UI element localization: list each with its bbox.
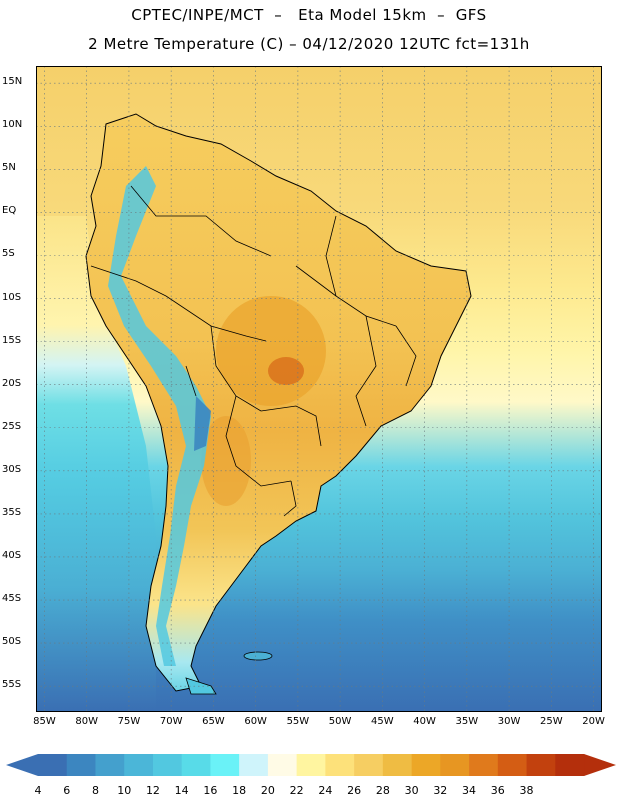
lat-tick-label: 5N: [2, 162, 16, 174]
lon-tick-label: 40W: [413, 716, 436, 727]
lon-tick-label: 20W: [582, 716, 605, 727]
colorbar-label: 12: [146, 784, 160, 797]
colorbar-label: 4: [35, 784, 42, 797]
lon-tick-label: 65W: [202, 716, 225, 727]
colorbar-swatch: [239, 754, 269, 776]
colorbar-swatch: [354, 754, 384, 776]
lat-tick-label: 15N: [2, 76, 23, 88]
colorbar-label: 36: [491, 784, 505, 797]
colorbar-label: 22: [290, 784, 304, 797]
colorbar-high-arrow: [584, 754, 616, 776]
lat-tick-label: 15S: [2, 334, 22, 346]
colorbar-label: 6: [63, 784, 70, 797]
lat-tick-label: 30S: [2, 463, 22, 475]
lat-tick-label: EQ: [2, 205, 17, 217]
colorbar-label: 16: [203, 784, 217, 797]
lon-tick-label: 80W: [75, 716, 98, 727]
lat-tick-label: 5S: [2, 248, 15, 260]
colorbar: 4 6 8 10 12 14 16 18 20 22 24 26 28 30 32 34 36 38: [6, 754, 616, 797]
colorbar-label: 10: [117, 784, 131, 797]
lat-tick-label: 40S: [2, 549, 22, 561]
colorbar-swatch: [152, 754, 182, 776]
lon-tick-label: 70W: [159, 716, 183, 727]
colorbar-swatch: [469, 754, 499, 776]
colorbar-swatch: [555, 754, 585, 776]
lon-tick-label: 45W: [371, 716, 394, 727]
colorbar-label: 34: [462, 784, 476, 797]
colorbar-label: 24: [318, 784, 332, 797]
chart-title-line1: CPTEC/INPE/MCT – Eta Model 15km – GFS: [131, 6, 487, 24]
colorbar-swatch: [382, 754, 412, 776]
colorbar-label: 18: [232, 784, 246, 797]
colorbar-swatch: [66, 754, 96, 776]
colorbar-swatch: [181, 754, 211, 776]
colorbar-swatch: [411, 754, 441, 776]
colorbar-label: 32: [433, 784, 447, 797]
colorbar-swatch: [497, 754, 527, 776]
colorbar-swatch: [38, 754, 68, 776]
lat-tick-label: 10N: [2, 119, 23, 131]
colorbar-label: 28: [376, 784, 390, 797]
lon-tick-label: 55W: [286, 716, 310, 727]
colorbar-label: 30: [405, 784, 419, 797]
colorbar-swatch: [526, 754, 556, 776]
lat-tick-label: 55S: [2, 679, 22, 691]
colorbar-label: 38: [520, 784, 534, 797]
lon-tick-label: 75W: [117, 716, 141, 727]
lat-tick-label: 10S: [2, 291, 22, 303]
lon-tick-label: 85W: [33, 716, 56, 727]
colorbar-label: 20: [261, 784, 275, 797]
lon-tick-label: 60W: [244, 716, 267, 727]
lat-tick-label: 35S: [2, 506, 22, 518]
colorbar-swatch: [325, 754, 355, 776]
temperature-map: [36, 66, 602, 712]
lon-tick-label: 50W: [328, 716, 352, 727]
colorbar-swatch: [124, 754, 154, 776]
colorbar-label: 8: [92, 784, 99, 797]
lat-tick-label: 25S: [2, 420, 22, 432]
lon-tick-label: 35W: [455, 716, 479, 727]
colorbar-swatch: [296, 754, 326, 776]
lon-tick-label: 30W: [497, 716, 521, 727]
colorbar-swatch: [95, 754, 125, 776]
colorbar-swatch: [440, 754, 470, 776]
colorbar-swatch: [267, 754, 297, 776]
lon-tick-label: 25W: [540, 716, 563, 727]
lat-tick-label: 50S: [2, 636, 22, 648]
colorbar-swatch: [210, 754, 240, 776]
lat-tick-label: 45S: [2, 593, 22, 605]
colorbar-label: 26: [347, 784, 361, 797]
colorbar-label: 14: [175, 784, 189, 797]
lat-tick-label: 20S: [2, 377, 22, 389]
colorbar-low-arrow: [6, 754, 38, 776]
chart-title-line2: 2 Metre Temperature (C) – 04/12/2020 12U…: [88, 35, 530, 53]
